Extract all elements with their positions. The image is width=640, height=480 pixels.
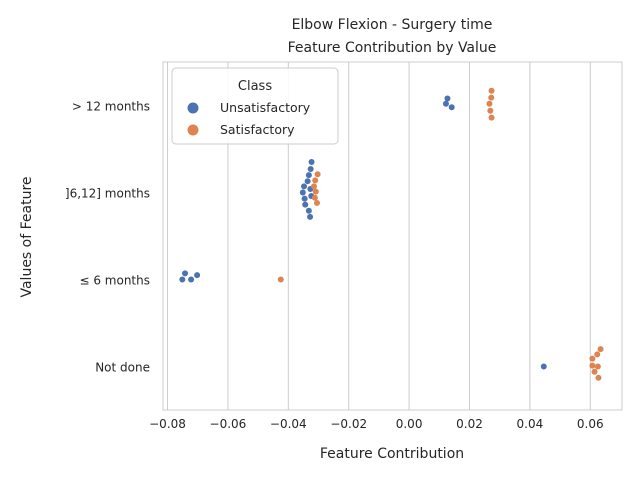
data-point-satisfactory (486, 100, 493, 107)
data-point-satisfactory (589, 355, 596, 362)
x-tick-label: −0.04 (270, 417, 307, 431)
data-point-satisfactory (311, 194, 318, 201)
legend-box (171, 67, 339, 145)
legend-marker-unsatisfactory (187, 102, 199, 114)
legend-marker-satisfactory (187, 124, 199, 136)
legend-label-satisfactory: Satisfactory (220, 122, 295, 137)
x-tick-label: −0.08 (149, 417, 186, 431)
y-tick-label: ≤ 6 months (79, 274, 150, 288)
x-axis-ticks: −0.08 −0.06 −0.04 −0.02 0.00 0.02 0.04 0.06 (149, 417, 604, 431)
data-point-satisfactory (314, 171, 321, 178)
y-tick-label: > 12 months (72, 100, 150, 114)
legend-label-unsatisfactory: Unsatisfactory (220, 100, 311, 115)
data-point-satisfactory (597, 346, 604, 353)
data-point-satisfactory (312, 188, 319, 195)
data-point-unsatisfactory (301, 195, 308, 202)
data-point-satisfactory (589, 362, 596, 369)
data-point-satisfactory (595, 374, 602, 381)
data-point-unsatisfactory (179, 276, 186, 283)
chart-title: Elbow Flexion - Surgery time (292, 17, 493, 33)
data-point-unsatisfactory (305, 207, 312, 214)
data-points (179, 87, 604, 381)
data-point-unsatisfactory (182, 270, 189, 277)
data-point-satisfactory (488, 114, 495, 121)
y-axis-ticks: > 12 months ]6,12] months ≤ 6 months Not do… (65, 100, 150, 375)
data-point-satisfactory (488, 94, 495, 101)
data-point-satisfactory (277, 276, 284, 283)
data-point-unsatisfactory (307, 213, 314, 220)
x-tick-label: 0.04 (517, 417, 544, 431)
data-point-unsatisfactory (305, 172, 312, 179)
data-point-unsatisfactory (299, 189, 306, 196)
chart-subtitle: Feature Contribution by Value (288, 40, 497, 56)
data-point-unsatisfactory (302, 201, 309, 208)
y-tick-label: Not done (95, 361, 150, 375)
data-point-satisfactory (314, 199, 321, 206)
x-tick-label: −0.06 (210, 417, 247, 431)
data-point-unsatisfactory (304, 178, 311, 185)
data-point-unsatisfactory (307, 166, 314, 173)
x-tick-label: −0.02 (330, 417, 367, 431)
data-point-unsatisfactory (442, 100, 449, 107)
data-point-satisfactory (594, 351, 601, 358)
legend: Class Unsatisfactory Satisfactory (171, 67, 339, 145)
x-tick-label: 0.02 (456, 417, 483, 431)
data-point-unsatisfactory (188, 276, 195, 283)
data-point-satisfactory (312, 177, 319, 184)
y-axis-label: Values of Feature (19, 176, 35, 297)
data-point-unsatisfactory (301, 183, 308, 190)
x-tick-label: 0.06 (577, 417, 604, 431)
data-point-satisfactory (488, 87, 495, 94)
plot-frame (162, 61, 623, 411)
data-point-satisfactory (310, 183, 317, 190)
legend-title: Class (238, 79, 272, 94)
data-point-satisfactory (487, 107, 494, 114)
data-point-unsatisfactory (308, 159, 315, 166)
data-point-unsatisfactory (540, 363, 547, 370)
data-point-unsatisfactory (194, 272, 201, 279)
x-axis-label: Feature Contribution (320, 446, 464, 462)
data-point-unsatisfactory (448, 104, 455, 111)
data-point-satisfactory (594, 363, 601, 370)
data-point-satisfactory (591, 368, 598, 375)
x-tick-label: 0.00 (396, 417, 423, 431)
data-point-unsatisfactory (444, 95, 451, 102)
y-tick-label: ]6,12] months (65, 187, 150, 201)
